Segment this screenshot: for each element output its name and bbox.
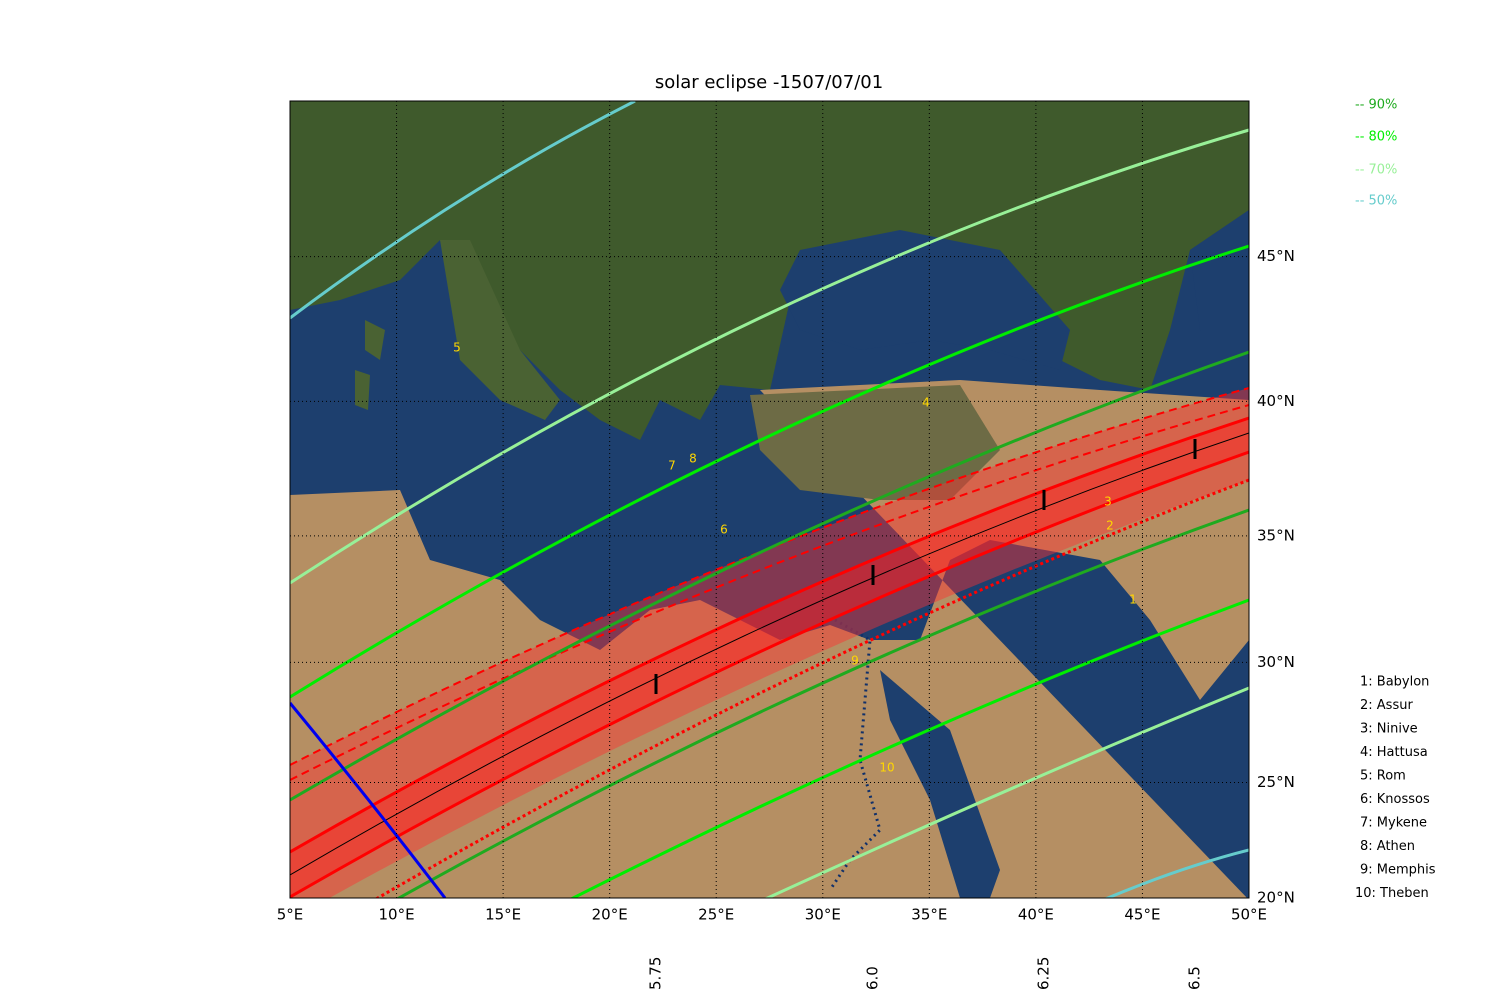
y-tick-label: 30°N	[1257, 653, 1295, 671]
frame	[289, 100, 1250, 899]
legend-entry: -- 80%	[1355, 130, 1397, 145]
y-tick-label: 40°N	[1257, 392, 1295, 410]
x-tick-label: 5°E	[277, 906, 304, 924]
city-legend: 9: Memphis	[1360, 863, 1436, 878]
legend-entry: -- 50%	[1355, 194, 1397, 209]
city-legend: 6: Knossos	[1360, 792, 1430, 807]
eclipse-paths	[290, 101, 1249, 898]
city-legend: 2: Assur	[1360, 698, 1413, 713]
city-legend: 4: Hattusa	[1360, 745, 1428, 760]
city-label: 2	[1106, 519, 1114, 533]
city-legend: 1: Babylon	[1360, 675, 1429, 690]
x-tick-label: 35°E	[911, 906, 947, 924]
time-tick-label: 6.0	[864, 966, 882, 990]
time-tick-label: 5.75	[647, 957, 665, 990]
legend-entry: -- 90%	[1355, 98, 1397, 113]
city-label: 6	[720, 523, 728, 537]
y-tick-label: 25°N	[1257, 773, 1295, 791]
time-tick-label: 6.25	[1035, 957, 1053, 990]
city-legend: 7: Mykene	[1360, 816, 1427, 831]
y-tick-label: 45°N	[1257, 247, 1295, 265]
city-legend: 3: Ninive	[1360, 722, 1418, 737]
chart-title: solar eclipse -1507/07/01	[655, 72, 883, 93]
city-legend: 10: Theben	[1355, 886, 1429, 901]
city-label: 10	[879, 761, 894, 775]
time-tick-label: 6.5	[1186, 966, 1204, 990]
x-tick-label: 40°E	[1018, 906, 1054, 924]
x-tick-label: 25°E	[698, 906, 734, 924]
city-label: 1	[1129, 593, 1137, 607]
city-label: 5	[453, 341, 461, 355]
city-legend: 8: Athen	[1360, 839, 1415, 854]
city-label: 7	[668, 459, 676, 473]
city-label: 4	[922, 396, 930, 410]
basemap	[290, 101, 1249, 898]
legend-entry: -- 70%	[1355, 163, 1397, 178]
x-tick-label: 45°E	[1124, 906, 1160, 924]
city-legend: 5: Rom	[1360, 769, 1406, 784]
x-tick-label: 20°E	[592, 906, 628, 924]
x-tick-label: 30°E	[805, 906, 841, 924]
y-tick-label: 20°N	[1257, 889, 1295, 907]
city-label: 9	[851, 654, 859, 668]
y-tick-label: 35°N	[1257, 526, 1295, 544]
x-tick-label: 10°E	[379, 906, 415, 924]
city-label: 8	[689, 452, 697, 466]
x-tick-label: 15°E	[485, 906, 521, 924]
x-tick-label: 50°E	[1231, 906, 1267, 924]
city-label: 3	[1104, 495, 1112, 509]
